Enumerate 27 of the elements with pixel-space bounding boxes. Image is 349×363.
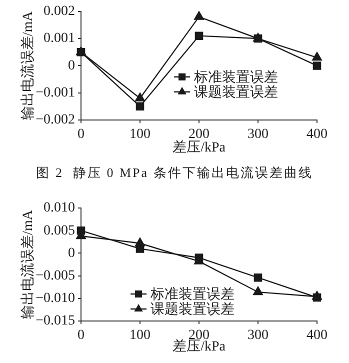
y-axis-title: 输出电流误差/mA (20, 10, 36, 120)
y-tick-label: −0.001 (36, 86, 75, 101)
y-tick-label: −0.002 (36, 112, 75, 128)
y-tick-label: −0.015 (36, 314, 75, 329)
y-axis-title: 输出电流误差/mA (20, 209, 36, 319)
y-tick-label: 0.010 (44, 200, 75, 216)
y-tick-label: −0.010 (36, 291, 75, 306)
y-tick-label: 0 (68, 58, 75, 74)
y-tick-label: 0 (68, 246, 75, 261)
x-tick-label: 100 (130, 328, 150, 344)
y-tick-label: −0.005 (36, 268, 75, 284)
y-tick-label: 0.005 (44, 223, 75, 238)
x-tick-label: 0 (78, 127, 84, 142)
y-tick-label: 0.002 (44, 4, 75, 20)
y-tick-label: 0.001 (44, 31, 75, 46)
legend-label: 标准装置误差 (150, 286, 235, 303)
x-tick-label: 300 (248, 328, 268, 344)
x-tick-label: 400 (306, 328, 328, 344)
legend-label: 课题装置误差 (194, 84, 278, 101)
x-tick-label: 0 (78, 328, 84, 344)
x-tick-label: 300 (248, 127, 268, 142)
x-tick-label: 100 (130, 127, 150, 142)
x-tick-label: 400 (306, 127, 328, 142)
x-axis-title: 差压/kPa (172, 139, 226, 156)
caption: 图 2 静压 0 MPa 条件下输出电流误差曲线 (35, 164, 314, 182)
legend-label: 标准装置误差 (193, 70, 278, 86)
legend-label: 课题装置误差 (150, 302, 235, 318)
